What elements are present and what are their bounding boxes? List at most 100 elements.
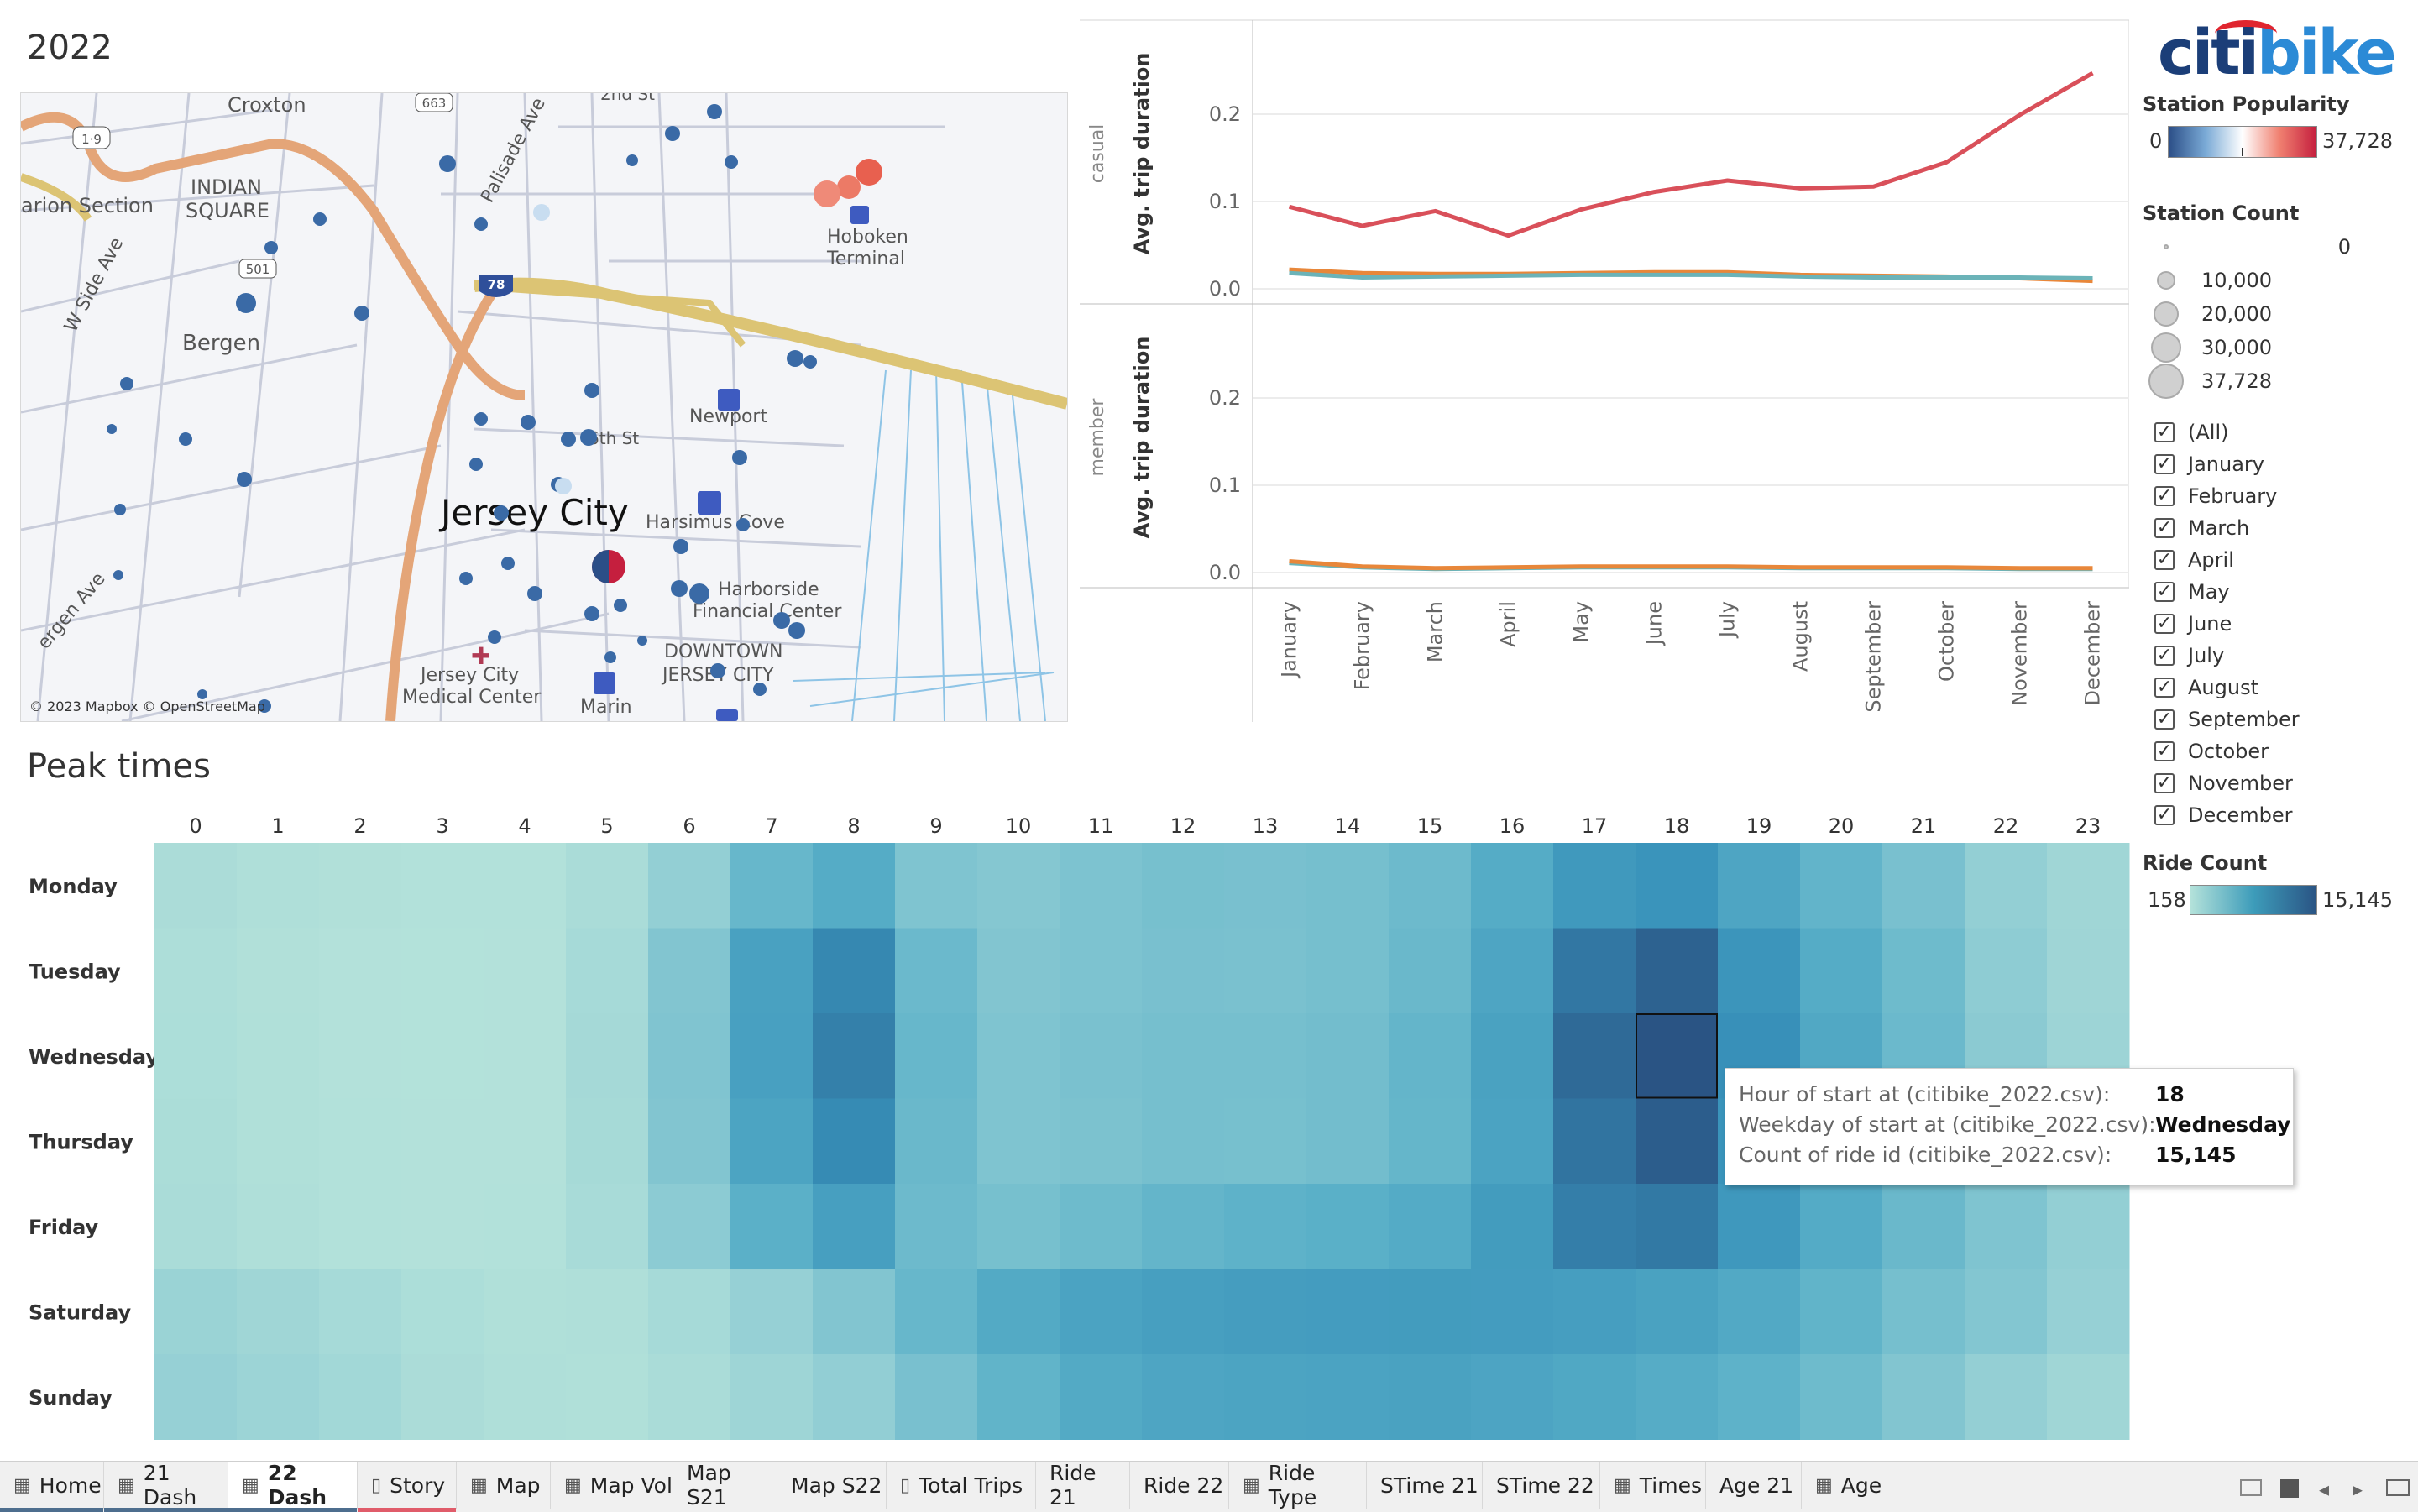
month-filter-item[interactable]: ✓ February (2154, 480, 2277, 512)
heatmap-cell[interactable] (1718, 1354, 1801, 1440)
heatmap-cell[interactable] (319, 1269, 402, 1355)
heatmap-cell[interactable] (237, 1184, 320, 1269)
sheet-tab[interactable]: ▦ Age (1802, 1462, 1887, 1509)
month-filter-item[interactable]: ✓ August (2154, 672, 2258, 704)
checkbox-checked-icon[interactable]: ✓ (2154, 805, 2175, 825)
heatmap-cell[interactable] (648, 928, 731, 1014)
heatmap-cell[interactable] (977, 1184, 1060, 1269)
heatmap-cell[interactable] (319, 1184, 402, 1269)
heatmap-cell[interactable] (1471, 928, 1554, 1014)
heatmap-cell[interactable] (1471, 1269, 1554, 1355)
heatmap-cell[interactable] (1060, 843, 1143, 929)
heatmap-cell[interactable] (1471, 1013, 1554, 1099)
heatmap-cell[interactable] (1882, 843, 1965, 929)
checkbox-checked-icon[interactable]: ✓ (2154, 773, 2175, 793)
heatmap-cell[interactable] (1306, 1098, 1390, 1185)
heatmap-cell[interactable] (401, 1184, 484, 1269)
heatmap-cell[interactable] (2047, 843, 2130, 929)
heatmap-cell[interactable] (1965, 928, 2048, 1014)
heatmap-cell[interactable] (730, 1098, 814, 1185)
heatmap-cell[interactable] (730, 1184, 814, 1269)
heatmap-cell[interactable] (1060, 1269, 1143, 1355)
sheet-tab[interactable]: ▦ Map (457, 1462, 551, 1509)
heatmap-cell[interactable] (2047, 928, 2130, 1014)
heatmap-cell[interactable] (154, 1013, 238, 1099)
heatmap-cell[interactable] (648, 1269, 731, 1355)
heatmap-cell[interactable] (1306, 928, 1390, 1014)
heatmap-cell[interactable] (566, 1184, 649, 1269)
heatmap-cell[interactable] (1060, 1184, 1143, 1269)
heatmap-cell[interactable] (484, 843, 567, 929)
heatmap-cell[interactable] (1471, 843, 1554, 929)
heatmap-cell[interactable] (1636, 1098, 1719, 1185)
heatmap-cell[interactable] (1224, 1098, 1307, 1185)
heatmap-cell[interactable] (1471, 1184, 1554, 1269)
heatmap-cell[interactable] (1800, 1354, 1883, 1440)
sheet-tab[interactable]: ▦ Times (1600, 1462, 1706, 1509)
heatmap-cell[interactable] (977, 843, 1060, 929)
sheet-tab[interactable]: STime 21 (1367, 1462, 1483, 1509)
heatmap-cell[interactable] (566, 1013, 649, 1099)
heatmap-cell[interactable] (1882, 1184, 1965, 1269)
month-filter-item[interactable]: ✓ (All) (2154, 416, 2228, 448)
heatmap-cell[interactable] (1718, 1184, 1801, 1269)
heatmap-cell[interactable] (1389, 1184, 1472, 1269)
heatmap-cell[interactable] (1636, 1354, 1719, 1440)
heatmap-cell[interactable] (1718, 928, 1801, 1014)
month-filter-item[interactable]: ✓ December (2154, 799, 2292, 831)
heatmap-cell[interactable] (1965, 1269, 2048, 1355)
peak-times-heatmap[interactable]: 0 1 2 3 4 5 6 7 8 9 10 11 12 13 14 15 16 17 18 19 20 21 22 23 Mo… (20, 806, 2136, 1444)
sheet-tab[interactable]: Ride 22 (1130, 1462, 1229, 1509)
heatmap-cell[interactable] (648, 843, 731, 929)
month-filter-item[interactable]: ✓ June (2154, 608, 2232, 640)
heatmap-cell[interactable] (730, 1013, 814, 1099)
heatmap-cell[interactable] (648, 1184, 731, 1269)
heatmap-cell[interactable] (895, 1184, 978, 1269)
heatmap-cell[interactable] (566, 1098, 649, 1185)
heatmap-cell[interactable] (1389, 1098, 1472, 1185)
heatmap-cell[interactable] (1142, 1184, 1225, 1269)
month-filter-item[interactable]: ✓ March (2154, 512, 2249, 544)
heatmap-cell[interactable] (895, 1098, 978, 1185)
heatmap-cell[interactable] (1224, 1013, 1307, 1099)
heatmap-cell[interactable] (1060, 1098, 1143, 1185)
heatmap-cell[interactable] (813, 1354, 896, 1440)
heatmap-cell[interactable] (1471, 1098, 1554, 1185)
heatmap-cell[interactable] (1965, 1354, 2048, 1440)
heatmap-cell[interactable] (1306, 1269, 1390, 1355)
sheet-tab[interactable]: Ride 21 (1036, 1461, 1130, 1509)
sheet-tab[interactable]: ▯ Story (358, 1462, 457, 1512)
heatmap-cell[interactable] (1389, 1269, 1472, 1355)
month-filter-item[interactable]: ✓ January (2154, 448, 2264, 480)
sheet-tab[interactable]: ▦ 22 Dash (228, 1461, 358, 1512)
heatmap-cell[interactable] (813, 1269, 896, 1355)
heatmap-cell[interactable] (484, 1184, 567, 1269)
heatmap-cell[interactable] (237, 1354, 320, 1440)
month-filter-item[interactable]: ✓ July (2154, 640, 2224, 672)
heatmap-cell[interactable] (319, 928, 402, 1014)
heatmap-cell[interactable] (1306, 1184, 1390, 1269)
heatmap-cell[interactable] (154, 1354, 238, 1440)
heatmap-cell[interactable] (1553, 1013, 1636, 1099)
heatmap-cell[interactable] (648, 1354, 731, 1440)
heatmap-cell[interactable] (484, 1013, 567, 1099)
heatmap-cell[interactable] (1389, 843, 1472, 929)
trip-duration-svg[interactable]: 0.0 0.1 0.2 casual Avg. trip duration 0.0 0.1 0… (1080, 15, 2130, 722)
heatmap-cell[interactable] (895, 928, 978, 1014)
checkbox-checked-icon[interactable]: ✓ (2154, 614, 2175, 634)
heatmap-cell[interactable] (237, 928, 320, 1014)
prev-sheet-icon[interactable]: ◂ (2319, 1478, 2330, 1501)
heatmap-cell[interactable] (730, 1269, 814, 1355)
heatmap-cell[interactable] (977, 1354, 1060, 1440)
month-filter-item[interactable]: ✓ October (2154, 735, 2269, 767)
heatmap-cell[interactable] (977, 928, 1060, 1014)
heatmap-cell[interactable] (319, 1354, 402, 1440)
heatmap-cell[interactable] (1142, 928, 1225, 1014)
heatmap-cell[interactable] (1224, 1269, 1307, 1355)
sheet-tab[interactable]: Map S21 (673, 1461, 777, 1509)
station-marker-light[interactable] (555, 478, 572, 494)
heatmap-cell[interactable] (1636, 1013, 1719, 1099)
popular-stations[interactable] (592, 159, 882, 583)
heatmap-cell[interactable] (1553, 843, 1636, 929)
heatmap-cell[interactable] (154, 928, 238, 1014)
